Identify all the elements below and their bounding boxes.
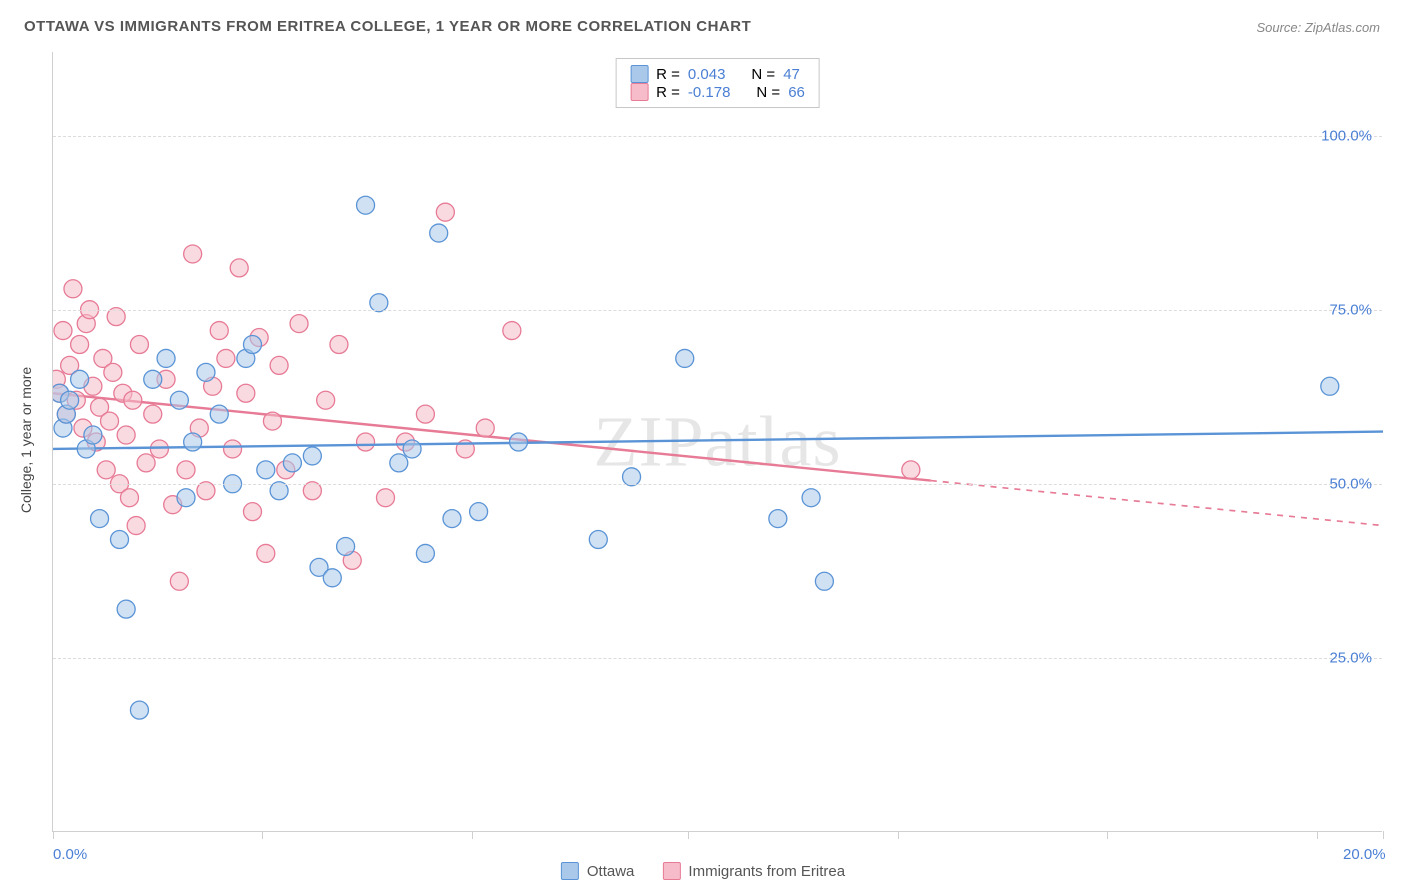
swatch-eritrea bbox=[630, 83, 648, 101]
swatch-ottawa bbox=[630, 65, 648, 83]
eritrea-n-value: 66 bbox=[788, 84, 805, 101]
n-label: N = bbox=[751, 66, 775, 83]
r-label: R = bbox=[656, 66, 680, 83]
n-label: N = bbox=[756, 84, 780, 101]
correlation-legend: R = 0.043 N = 47 R = -0.178 N = 66 bbox=[615, 58, 820, 108]
legend-label-eritrea: Immigrants from Eritrea bbox=[688, 863, 845, 880]
chart-title: OTTAWA VS IMMIGRANTS FROM ERITREA COLLEG… bbox=[24, 18, 751, 35]
swatch-eritrea-icon bbox=[662, 862, 680, 880]
legend-row-ottawa: R = 0.043 N = 47 bbox=[630, 65, 805, 83]
scatter-svg bbox=[53, 52, 1383, 832]
chart-plot-area: ZIPatlas R = 0.043 N = 47 R = -0.178 N =… bbox=[52, 52, 1382, 832]
legend-label-ottawa: Ottawa bbox=[587, 863, 635, 880]
legend-item-eritrea: Immigrants from Eritrea bbox=[662, 862, 845, 880]
source-label: Source: ZipAtlas.com bbox=[1256, 20, 1380, 35]
eritrea-r-value: -0.178 bbox=[688, 84, 731, 101]
legend-row-eritrea: R = -0.178 N = 66 bbox=[630, 83, 805, 101]
series-legend: Ottawa Immigrants from Eritrea bbox=[561, 862, 845, 880]
legend-item-ottawa: Ottawa bbox=[561, 862, 635, 880]
ottawa-r-value: 0.043 bbox=[688, 66, 726, 83]
ottawa-n-value: 47 bbox=[783, 66, 800, 83]
swatch-ottawa-icon bbox=[561, 862, 579, 880]
r-label: R = bbox=[656, 84, 680, 101]
y-axis-label: College, 1 year or more bbox=[18, 367, 34, 513]
